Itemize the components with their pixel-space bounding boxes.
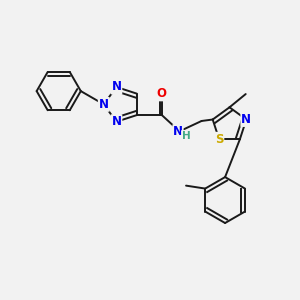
Text: S: S [215, 133, 224, 146]
Text: N: N [111, 80, 122, 94]
Text: H: H [182, 131, 190, 141]
Text: O: O [157, 87, 167, 101]
Text: N: N [241, 113, 251, 126]
Text: N: N [99, 98, 109, 111]
Text: N: N [111, 115, 122, 128]
Text: N: N [173, 125, 183, 138]
